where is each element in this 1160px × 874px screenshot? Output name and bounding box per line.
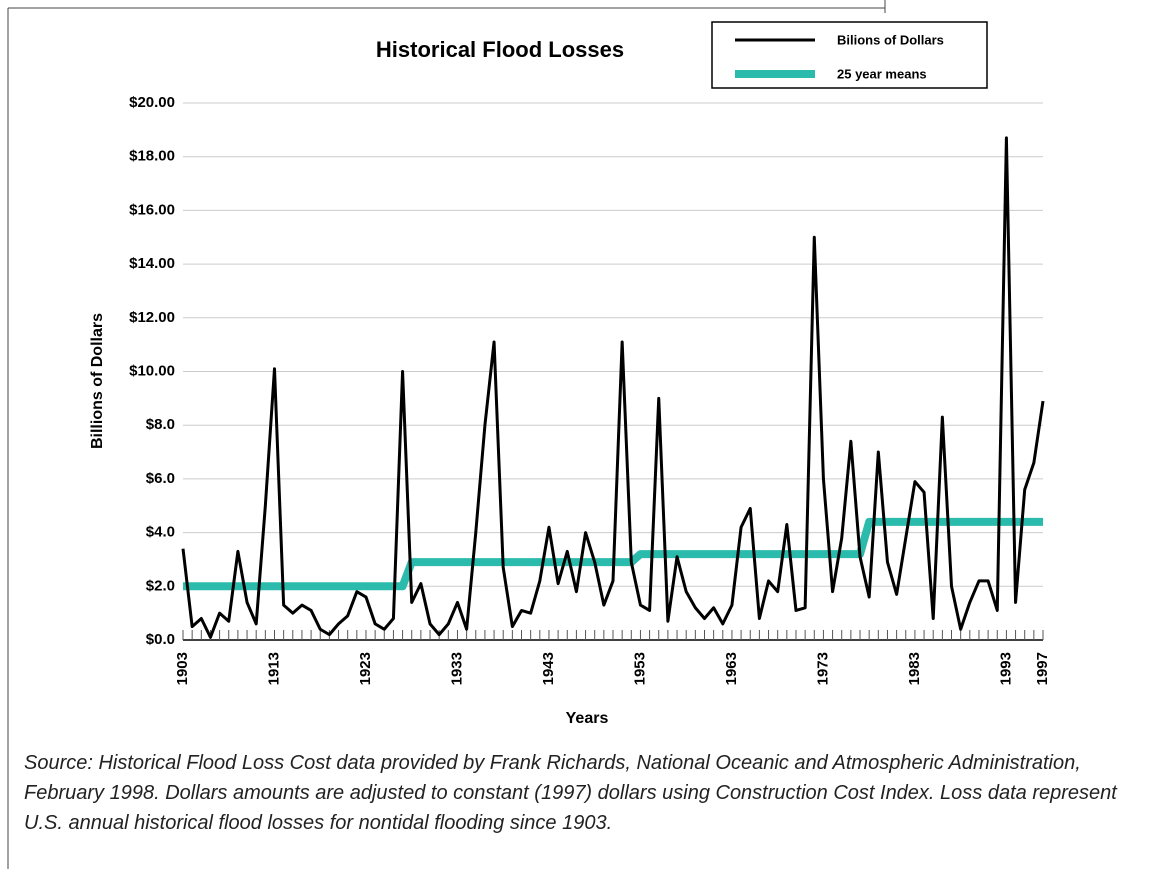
data-line bbox=[181, 136, 1045, 639]
y-tick-label: $10.00 bbox=[129, 362, 175, 379]
y-tick-label: $12.00 bbox=[129, 309, 175, 326]
x-tick-label: 1983 bbox=[906, 652, 923, 685]
x-tick-label: 1953 bbox=[631, 652, 648, 685]
x-tick-label: 1923 bbox=[357, 652, 374, 685]
y-tick-label: $14.00 bbox=[129, 255, 175, 272]
x-axis-label: Years bbox=[566, 710, 609, 727]
x-tick-label: 1933 bbox=[448, 652, 465, 685]
y-tick-label: $0.0 bbox=[146, 631, 175, 648]
x-tick-label: 1963 bbox=[723, 652, 740, 685]
y-tick-label: $18.00 bbox=[129, 148, 175, 165]
x-tick-label: 1997 bbox=[1034, 652, 1051, 685]
x-tick-label: 1903 bbox=[174, 652, 191, 685]
legend-label: Bilions of Dollars bbox=[837, 32, 944, 47]
y-tick-label: $8.0 bbox=[146, 416, 175, 433]
y-tick-label: $16.00 bbox=[129, 201, 175, 218]
source-note: Source: Historical Flood Loss Cost data … bbox=[24, 752, 1117, 834]
legend-label: 25 year means bbox=[837, 66, 927, 81]
chart-title: Historical Flood Losses bbox=[376, 37, 624, 62]
x-tick-label: 1913 bbox=[265, 652, 282, 685]
x-tick-label: 1943 bbox=[540, 652, 557, 685]
y-tick-label: $20.00 bbox=[129, 94, 175, 111]
y-tick-label: $4.0 bbox=[146, 524, 175, 541]
y-tick-label: $2.0 bbox=[146, 577, 175, 594]
x-tick-label: 1993 bbox=[997, 652, 1014, 685]
y-axis-label: Billions of Dollars bbox=[89, 313, 106, 449]
y-tick-label: $6.0 bbox=[146, 470, 175, 487]
x-tick-label: 1973 bbox=[814, 652, 831, 685]
